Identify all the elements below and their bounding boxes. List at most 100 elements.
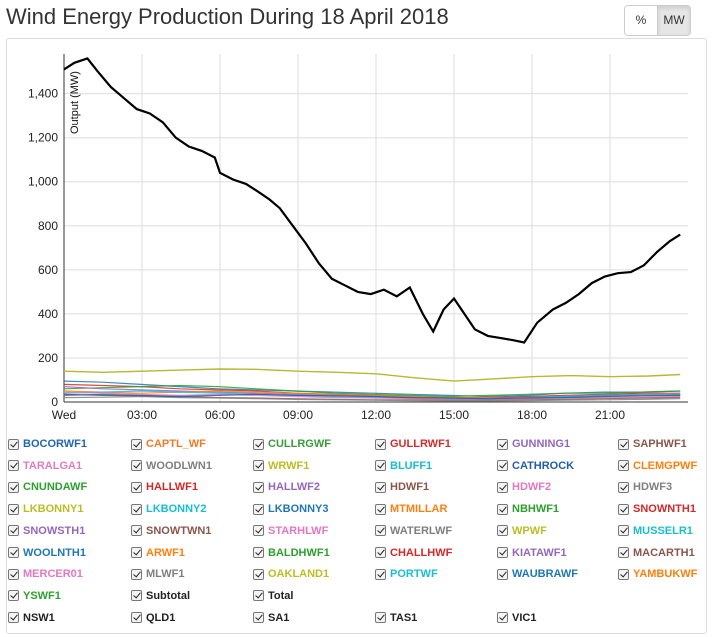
legend-item-qld1[interactable]: QLD1	[131, 610, 175, 626]
percent-button[interactable]: %	[625, 6, 657, 35]
legend-item-yswf1[interactable]: YSWF1	[8, 588, 61, 604]
legend-checkbox[interactable]	[253, 568, 264, 580]
legend-checkbox[interactable]	[497, 568, 508, 580]
legend-item-musselr1[interactable]: MUSSELR1	[618, 523, 693, 539]
legend-item-wpwf[interactable]: WPWF	[497, 523, 547, 539]
legend-item-arwf1[interactable]: ARWF1	[131, 545, 185, 561]
legend-item-baldhwf1[interactable]: BALDHWF1	[253, 545, 330, 561]
legend-checkbox[interactable]	[253, 438, 264, 450]
legend-checkbox[interactable]	[375, 568, 386, 580]
legend-checkbox[interactable]	[8, 438, 19, 450]
legend-item-lkbonny3[interactable]: LKBONNY3	[253, 501, 329, 517]
legend-item-saphwf1[interactable]: SAPHWF1	[618, 436, 687, 452]
mw-button[interactable]: MW	[657, 6, 690, 35]
legend-item-lkbonny1[interactable]: LKBONNY1	[8, 501, 84, 517]
legend-item-gunning1[interactable]: GUNNING1	[497, 436, 570, 452]
legend-item-cathrock[interactable]: CATHROCK	[497, 458, 574, 474]
legend-checkbox[interactable]	[497, 612, 508, 624]
legend-checkbox[interactable]	[375, 460, 386, 472]
legend-item-portwf[interactable]: PORTWF	[375, 566, 438, 582]
legend-item-nsw1[interactable]: NSW1	[8, 610, 55, 626]
legend-item-snowtwn1[interactable]: SNOWTWN1	[131, 523, 211, 539]
legend-item-oakland1[interactable]: OAKLAND1	[253, 566, 329, 582]
legend-item-kiatawf1[interactable]: KIATAWF1	[497, 545, 567, 561]
legend-checkbox[interactable]	[253, 590, 264, 602]
legend-checkbox[interactable]	[131, 460, 142, 472]
legend-item-challhwf[interactable]: CHALLHWF	[375, 545, 452, 561]
legend-checkbox[interactable]	[375, 438, 386, 450]
legend-item-hdwf2[interactable]: HDWF2	[497, 479, 551, 495]
legend-item-hallwf2[interactable]: HALLWF2	[253, 479, 320, 495]
legend-item-snownth1[interactable]: SNOWNTH1	[618, 501, 696, 517]
legend-item-woodlwn1[interactable]: WOODLWN1	[131, 458, 212, 474]
legend-item-cnundawf[interactable]: CNUNDAWF	[8, 479, 87, 495]
legend-item-mtmillar[interactable]: MTMILLAR	[375, 501, 447, 517]
legend-checkbox[interactable]	[131, 612, 142, 624]
legend-checkbox[interactable]	[253, 460, 264, 472]
legend-checkbox[interactable]	[375, 503, 386, 515]
legend-checkbox[interactable]	[131, 590, 142, 602]
legend-item-lkbonny2[interactable]: LKBONNY2	[131, 501, 207, 517]
legend-item-subtotal[interactable]: Subtotal	[131, 588, 190, 604]
legend-checkbox[interactable]	[8, 503, 19, 515]
legend-item-captl_wf[interactable]: CAPTL_WF	[131, 436, 206, 452]
legend-item-clemgpwf[interactable]: CLEMGPWF	[618, 458, 697, 474]
legend-checkbox[interactable]	[131, 525, 142, 537]
legend-item-wrwf1[interactable]: WRWF1	[253, 458, 309, 474]
legend-checkbox[interactable]	[497, 460, 508, 472]
legend-item-gullrwf1[interactable]: GULLRWF1	[375, 436, 451, 452]
legend-checkbox[interactable]	[131, 547, 142, 558]
legend-checkbox[interactable]	[8, 568, 19, 580]
legend-item-tas1[interactable]: TAS1	[375, 610, 417, 626]
legend-checkbox[interactable]	[375, 525, 386, 537]
legend-item-hdwf1[interactable]: HDWF1	[375, 479, 429, 495]
legend-item-bluff1[interactable]: BLUFF1	[375, 458, 432, 474]
legend-item-total[interactable]: Total	[253, 588, 293, 604]
legend-item-snowsth1[interactable]: SNOWSTH1	[8, 523, 85, 539]
legend-checkbox[interactable]	[131, 503, 142, 515]
legend-item-taralga1[interactable]: TARALGA1	[8, 458, 82, 474]
legend-checkbox[interactable]	[375, 481, 386, 493]
legend-checkbox[interactable]	[497, 438, 508, 450]
legend-item-nbhwf1[interactable]: NBHWF1	[497, 501, 559, 517]
legend-checkbox[interactable]	[497, 547, 508, 558]
legend-checkbox[interactable]	[131, 438, 142, 450]
legend-checkbox[interactable]	[8, 460, 19, 472]
legend-checkbox[interactable]	[375, 612, 386, 624]
legend-item-woolnth1[interactable]: WOOLNTH1	[8, 545, 86, 561]
legend-checkbox[interactable]	[375, 547, 386, 558]
legend-checkbox[interactable]	[8, 612, 19, 624]
legend-item-cullrgwf[interactable]: CULLRGWF	[253, 436, 331, 452]
legend-checkbox[interactable]	[8, 525, 19, 537]
legend-checkbox[interactable]	[497, 481, 508, 493]
legend-checkbox[interactable]	[253, 481, 264, 493]
legend-checkbox[interactable]	[497, 525, 508, 537]
legend-checkbox[interactable]	[618, 525, 629, 537]
legend-item-bocorwf1[interactable]: BOCORWF1	[8, 436, 87, 452]
legend-checkbox[interactable]	[253, 612, 264, 624]
legend-item-waterlwf[interactable]: WATERLWF	[375, 523, 452, 539]
legend-item-starhlwf[interactable]: STARHLWF	[253, 523, 328, 539]
legend-checkbox[interactable]	[618, 547, 629, 558]
legend-item-waubrawf[interactable]: WAUBRAWF	[497, 566, 578, 582]
legend-checkbox[interactable]	[8, 481, 19, 493]
legend-item-mercer01[interactable]: MERCER01	[8, 566, 83, 582]
legend-item-hallwf1[interactable]: HALLWF1	[131, 479, 198, 495]
legend-checkbox[interactable]	[131, 481, 142, 493]
legend-item-hdwf3[interactable]: HDWF3	[618, 479, 672, 495]
legend-checkbox[interactable]	[618, 460, 629, 472]
legend-checkbox[interactable]	[8, 547, 19, 558]
legend-checkbox[interactable]	[618, 481, 629, 493]
legend-checkbox[interactable]	[497, 503, 508, 515]
legend-item-mlwf1[interactable]: MLWF1	[131, 566, 185, 582]
legend-item-yambukwf[interactable]: YAMBUKWF	[618, 566, 697, 582]
legend-checkbox[interactable]	[253, 503, 264, 515]
legend-checkbox[interactable]	[8, 590, 19, 602]
legend-checkbox[interactable]	[618, 568, 629, 580]
legend-checkbox[interactable]	[618, 438, 629, 450]
legend-item-vic1[interactable]: VIC1	[497, 610, 536, 626]
legend-checkbox[interactable]	[253, 525, 264, 537]
legend-checkbox[interactable]	[618, 503, 629, 515]
legend-item-macarth1[interactable]: MACARTH1	[618, 545, 695, 561]
legend-checkbox[interactable]	[253, 547, 264, 558]
